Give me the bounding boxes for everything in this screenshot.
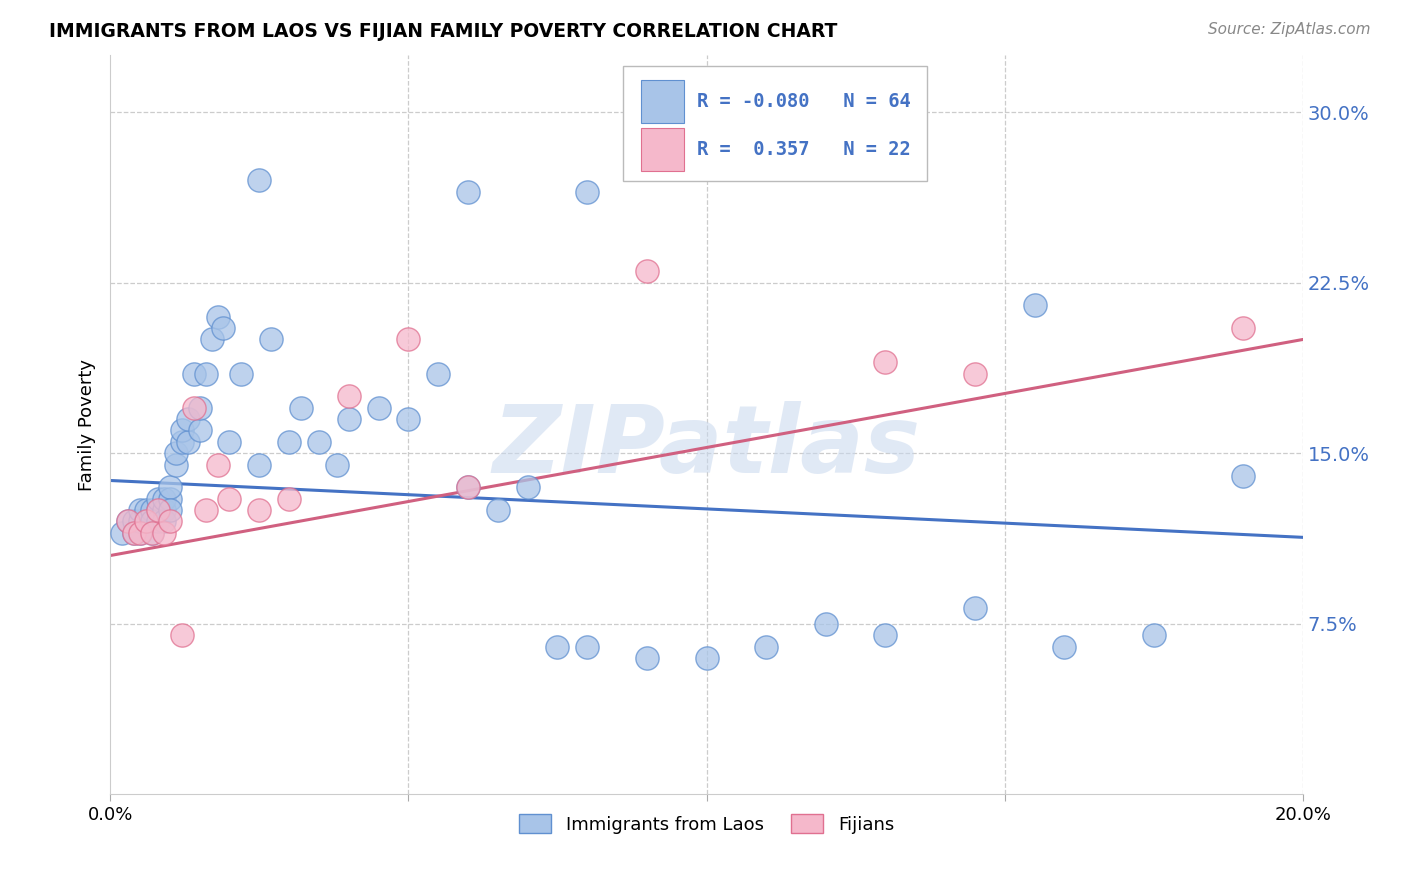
Y-axis label: Family Poverty: Family Poverty (79, 359, 96, 491)
Point (875, 628, 897, 642)
Point (875, 355, 897, 369)
Point (326, 458, 349, 472)
Point (183, 401, 205, 415)
FancyBboxPatch shape (641, 79, 683, 123)
Point (129, 515, 152, 529)
FancyBboxPatch shape (623, 66, 927, 181)
Point (308, 434, 330, 449)
Point (146, 503, 169, 517)
Point (290, 401, 312, 415)
Point (576, 640, 599, 654)
Point (170, 628, 193, 642)
Point (129, 525, 152, 540)
Point (218, 434, 240, 449)
Point (1024, 298, 1046, 312)
Point (247, 458, 270, 472)
Point (122, 515, 145, 529)
Point (212, 321, 235, 335)
Point (153, 525, 176, 540)
Point (636, 651, 658, 665)
Point (159, 503, 181, 517)
Point (170, 434, 193, 449)
Point (1053, 640, 1076, 654)
Point (755, 640, 778, 654)
Point (260, 333, 283, 347)
Point (278, 491, 301, 506)
Point (486, 503, 509, 517)
Text: R = -0.080   N = 64: R = -0.080 N = 64 (697, 92, 911, 111)
Point (165, 458, 187, 472)
Point (129, 525, 152, 540)
Point (247, 503, 270, 517)
Text: R =  0.357   N = 22: R = 0.357 N = 22 (697, 140, 911, 159)
Point (135, 515, 157, 529)
Point (1143, 628, 1166, 642)
Point (146, 515, 169, 529)
Point (176, 434, 198, 449)
FancyBboxPatch shape (641, 128, 683, 171)
Point (194, 367, 217, 381)
Legend: Immigrants from Laos, Fijians: Immigrants from Laos, Fijians (512, 806, 901, 841)
Point (636, 264, 658, 278)
Point (170, 424, 193, 438)
Point (457, 185, 479, 199)
Point (231, 367, 253, 381)
Point (247, 173, 270, 187)
Point (141, 515, 163, 529)
Point (218, 491, 240, 506)
Point (696, 651, 718, 665)
Point (153, 491, 176, 506)
Point (1232, 469, 1254, 483)
Point (278, 434, 301, 449)
Point (146, 503, 169, 517)
Point (188, 401, 211, 415)
Point (207, 458, 229, 472)
Point (159, 480, 181, 494)
Text: IMMIGRANTS FROM LAOS VS FIJIAN FAMILY POVERTY CORRELATION CHART: IMMIGRANTS FROM LAOS VS FIJIAN FAMILY PO… (49, 22, 838, 41)
Point (457, 480, 479, 494)
Text: ZIPatlas: ZIPatlas (492, 401, 921, 493)
Point (546, 640, 568, 654)
Point (122, 525, 145, 540)
Point (111, 525, 134, 540)
Point (188, 424, 211, 438)
Point (153, 515, 176, 529)
Text: Source: ZipAtlas.com: Source: ZipAtlas.com (1208, 22, 1371, 37)
Point (183, 367, 205, 381)
Point (1232, 321, 1254, 335)
Point (176, 412, 198, 426)
Point (141, 525, 163, 540)
Point (337, 389, 360, 403)
Point (159, 491, 181, 506)
Point (963, 600, 986, 615)
Point (427, 367, 450, 381)
Point (117, 515, 139, 529)
Point (165, 446, 187, 460)
Point (337, 412, 360, 426)
Point (207, 310, 229, 324)
Point (367, 401, 389, 415)
Point (396, 333, 419, 347)
Point (576, 185, 599, 199)
Point (141, 525, 163, 540)
Point (141, 503, 163, 517)
Point (135, 515, 157, 529)
Point (963, 367, 986, 381)
Point (200, 333, 222, 347)
Point (153, 503, 176, 517)
Point (146, 491, 169, 506)
Point (135, 503, 157, 517)
Point (117, 515, 139, 529)
Point (457, 480, 479, 494)
Point (516, 480, 538, 494)
Point (129, 503, 152, 517)
Point (122, 525, 145, 540)
Point (396, 412, 419, 426)
Point (159, 515, 181, 529)
Point (814, 616, 837, 631)
Point (194, 503, 217, 517)
